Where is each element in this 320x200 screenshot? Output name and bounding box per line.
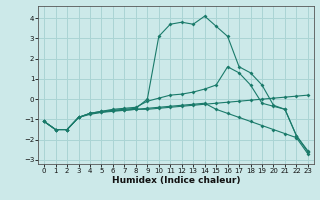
X-axis label: Humidex (Indice chaleur): Humidex (Indice chaleur)	[112, 176, 240, 185]
